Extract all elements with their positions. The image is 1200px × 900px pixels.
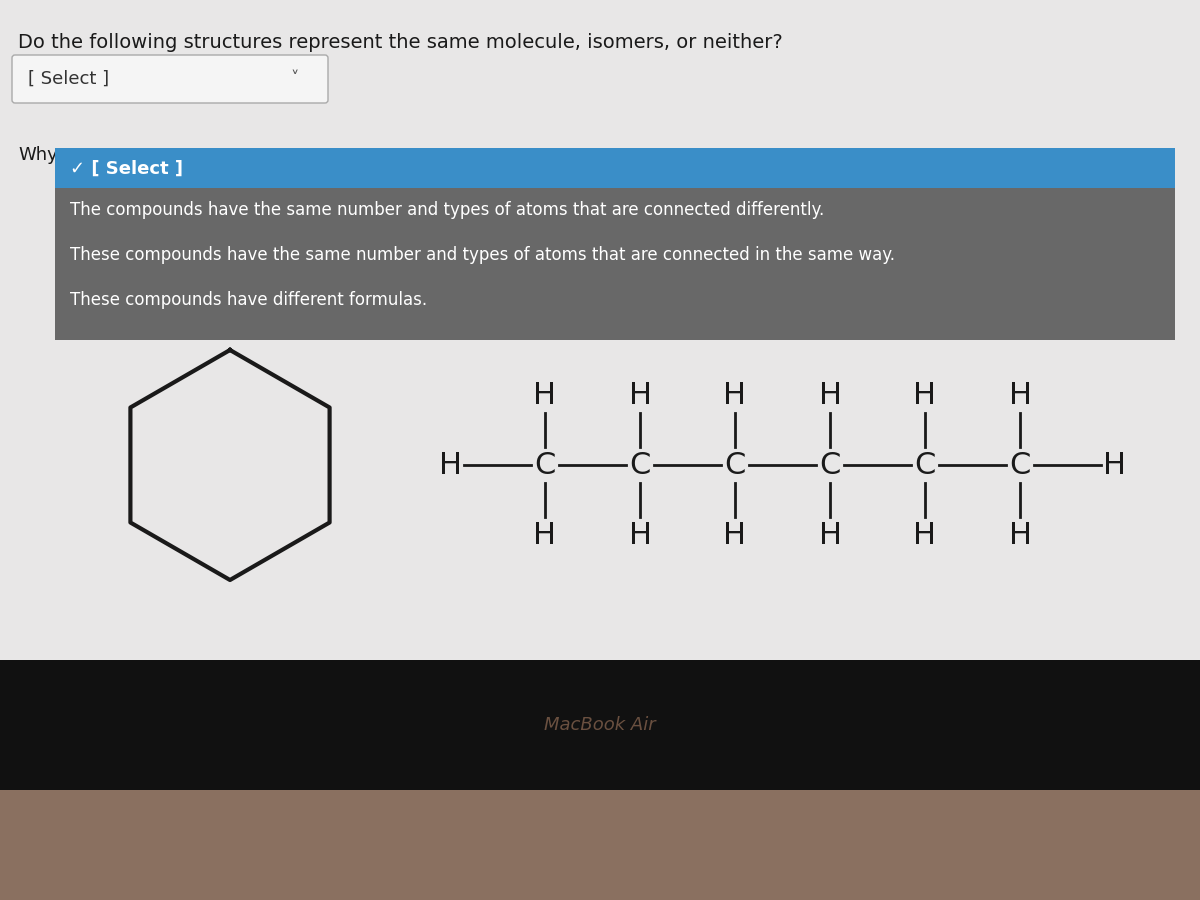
Text: ˅: ˅	[290, 70, 299, 88]
Text: H: H	[1104, 451, 1127, 480]
Text: C: C	[629, 451, 650, 480]
Text: [ Select ]: [ Select ]	[28, 70, 109, 88]
Text: H: H	[629, 520, 652, 550]
Text: C: C	[725, 451, 745, 480]
Text: Do the following structures represent the same molecule, isomers, or neither?: Do the following structures represent th…	[18, 32, 782, 51]
Text: H: H	[913, 520, 936, 550]
FancyBboxPatch shape	[12, 55, 328, 103]
FancyBboxPatch shape	[55, 148, 1175, 190]
Text: Why: Why	[18, 146, 58, 164]
Text: The compounds have the same number and types of atoms that are connected differe: The compounds have the same number and t…	[70, 201, 824, 219]
Text: H: H	[534, 381, 557, 410]
Text: H: H	[724, 520, 746, 550]
Text: C: C	[1009, 451, 1031, 480]
Text: C: C	[534, 451, 556, 480]
Text: H: H	[818, 520, 841, 550]
Text: H: H	[818, 381, 841, 410]
Text: C: C	[914, 451, 936, 480]
Text: H: H	[1008, 381, 1032, 410]
Text: H: H	[438, 451, 462, 480]
Text: H: H	[534, 520, 557, 550]
FancyBboxPatch shape	[0, 660, 1200, 790]
Text: MacBook Air: MacBook Air	[544, 716, 656, 734]
Text: These compounds have the same number and types of atoms that are connected in th: These compounds have the same number and…	[70, 246, 895, 264]
Text: C: C	[820, 451, 841, 480]
FancyBboxPatch shape	[55, 188, 1175, 340]
FancyBboxPatch shape	[0, 0, 1200, 660]
Text: H: H	[1008, 520, 1032, 550]
Text: H: H	[913, 381, 936, 410]
Text: ✓ [ Select ]: ✓ [ Select ]	[70, 160, 182, 178]
Text: H: H	[629, 381, 652, 410]
FancyBboxPatch shape	[0, 780, 1200, 900]
Text: H: H	[724, 381, 746, 410]
Text: These compounds have different formulas.: These compounds have different formulas.	[70, 291, 427, 309]
